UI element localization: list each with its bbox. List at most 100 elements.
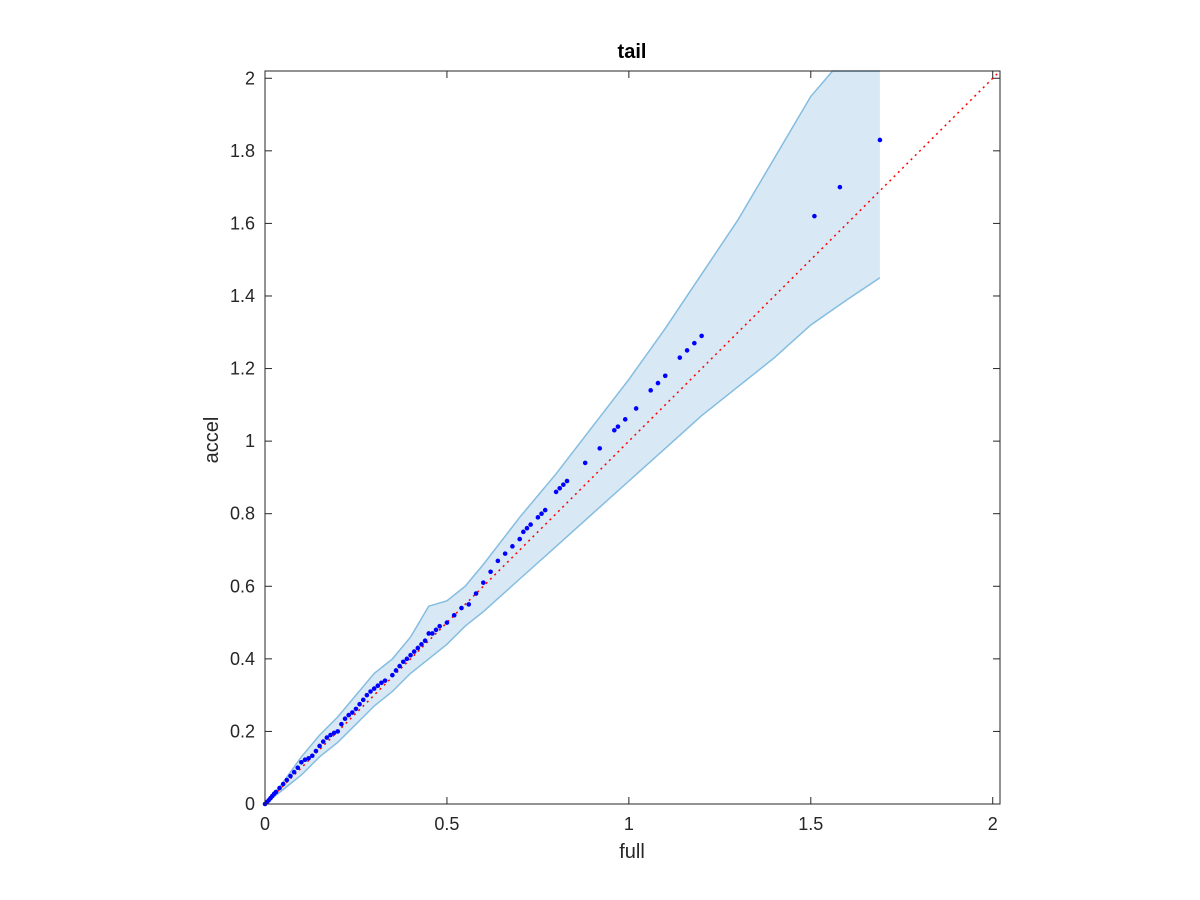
data-point: [397, 663, 402, 669]
x-tick-label: 0: [260, 814, 270, 834]
data-point: [684, 348, 690, 353]
data-point: [426, 631, 432, 636]
data-point: [564, 478, 570, 484]
axes: 0 0.5 1 1.5 2 0 0.2 0.4 0.6 0.8 1 1.2 1.4 1.6 1.8 2: [230, 68, 1001, 834]
data-point: [612, 427, 617, 433]
data-point: [699, 333, 704, 339]
data-point: [430, 631, 435, 636]
y-tick-label: 0.4: [230, 649, 255, 669]
data-point: [481, 580, 486, 585]
data-point: [299, 759, 304, 765]
data-point: [648, 388, 653, 393]
data-point: [324, 735, 330, 740]
y-tick-label: 2: [245, 68, 255, 88]
data-point: [517, 536, 523, 542]
data-point: [331, 730, 337, 736]
data-point: [582, 460, 588, 466]
data-point: [633, 406, 639, 411]
data-point: [488, 569, 493, 575]
data-point: [310, 753, 315, 759]
x-tick-label: 1: [624, 814, 634, 834]
data-point: [382, 678, 388, 683]
data-point: [353, 706, 359, 712]
confidence-band: [265, 71, 880, 804]
data-point: [597, 446, 603, 451]
data-point: [364, 692, 370, 698]
data-point: [368, 689, 373, 694]
data-point: [317, 743, 322, 749]
data-point: [277, 785, 282, 791]
data-point: [360, 697, 366, 703]
data-point: [877, 137, 883, 143]
data-point: [692, 340, 697, 346]
data-point: [404, 656, 410, 662]
y-tick-label: 0.2: [230, 721, 255, 741]
data-point: [542, 507, 548, 513]
data-point: [379, 680, 384, 686]
data-point: [812, 213, 817, 219]
x-tick-label: 2: [988, 814, 998, 834]
data-point: [306, 755, 311, 761]
data-point: [375, 683, 381, 689]
data-point: [433, 627, 439, 633]
data-point: [561, 482, 566, 487]
data-point: [622, 417, 628, 422]
data-point: [284, 777, 290, 783]
data-point: [302, 757, 308, 763]
data-point: [328, 732, 333, 738]
data-point: [451, 613, 457, 618]
data-point: [320, 739, 326, 744]
data-point: [557, 486, 563, 491]
data-point: [291, 769, 297, 775]
plot-area: [262, 70, 1001, 807]
data-point: [502, 551, 508, 556]
data-point: [342, 716, 348, 722]
data-point: [510, 544, 515, 549]
data-point: [295, 765, 301, 771]
data-point: [837, 184, 843, 190]
data-point: [524, 525, 530, 531]
data-point: [400, 659, 406, 665]
y-tick-label: 1.4: [230, 286, 255, 306]
y-tick-label: 0.6: [230, 576, 255, 596]
data-point: [459, 605, 464, 611]
data-point: [495, 558, 501, 564]
data-point: [553, 489, 559, 495]
data-point: [422, 638, 428, 644]
y-axis-label: accel: [201, 417, 223, 464]
x-axis-label: full: [619, 841, 645, 863]
data-point: [273, 789, 279, 795]
data-point: [415, 645, 421, 651]
data-point: [535, 515, 541, 520]
data-point: [390, 672, 395, 678]
data-point: [280, 781, 286, 787]
data-point: [473, 591, 479, 596]
x-tick-label: 0.5: [434, 814, 459, 834]
data-point: [466, 602, 472, 607]
data-point: [539, 511, 544, 517]
data-point: [346, 712, 351, 718]
data-point: [357, 701, 362, 707]
data-point: [288, 773, 293, 779]
data-point: [350, 710, 355, 715]
data-point: [313, 748, 319, 754]
data-point: [371, 686, 377, 691]
data-point: [528, 522, 533, 527]
data-point: [662, 373, 668, 379]
x-tick-label: 1.5: [798, 814, 823, 834]
data-point: [444, 620, 450, 625]
data-point: [419, 642, 424, 647]
reference-line: [264, 70, 1001, 805]
data-point: [393, 668, 399, 673]
data-point: [437, 623, 442, 629]
y-tick-label: 1.6: [230, 213, 255, 233]
data-point: [339, 721, 344, 727]
data-point: [335, 729, 341, 734]
data-point: [677, 355, 683, 360]
y-tick-label: 1.2: [230, 359, 255, 379]
y-tick-label: 1: [245, 431, 255, 451]
data-point: [615, 424, 621, 429]
data-point: [408, 652, 413, 658]
band-lower-edge: [264, 277, 881, 805]
